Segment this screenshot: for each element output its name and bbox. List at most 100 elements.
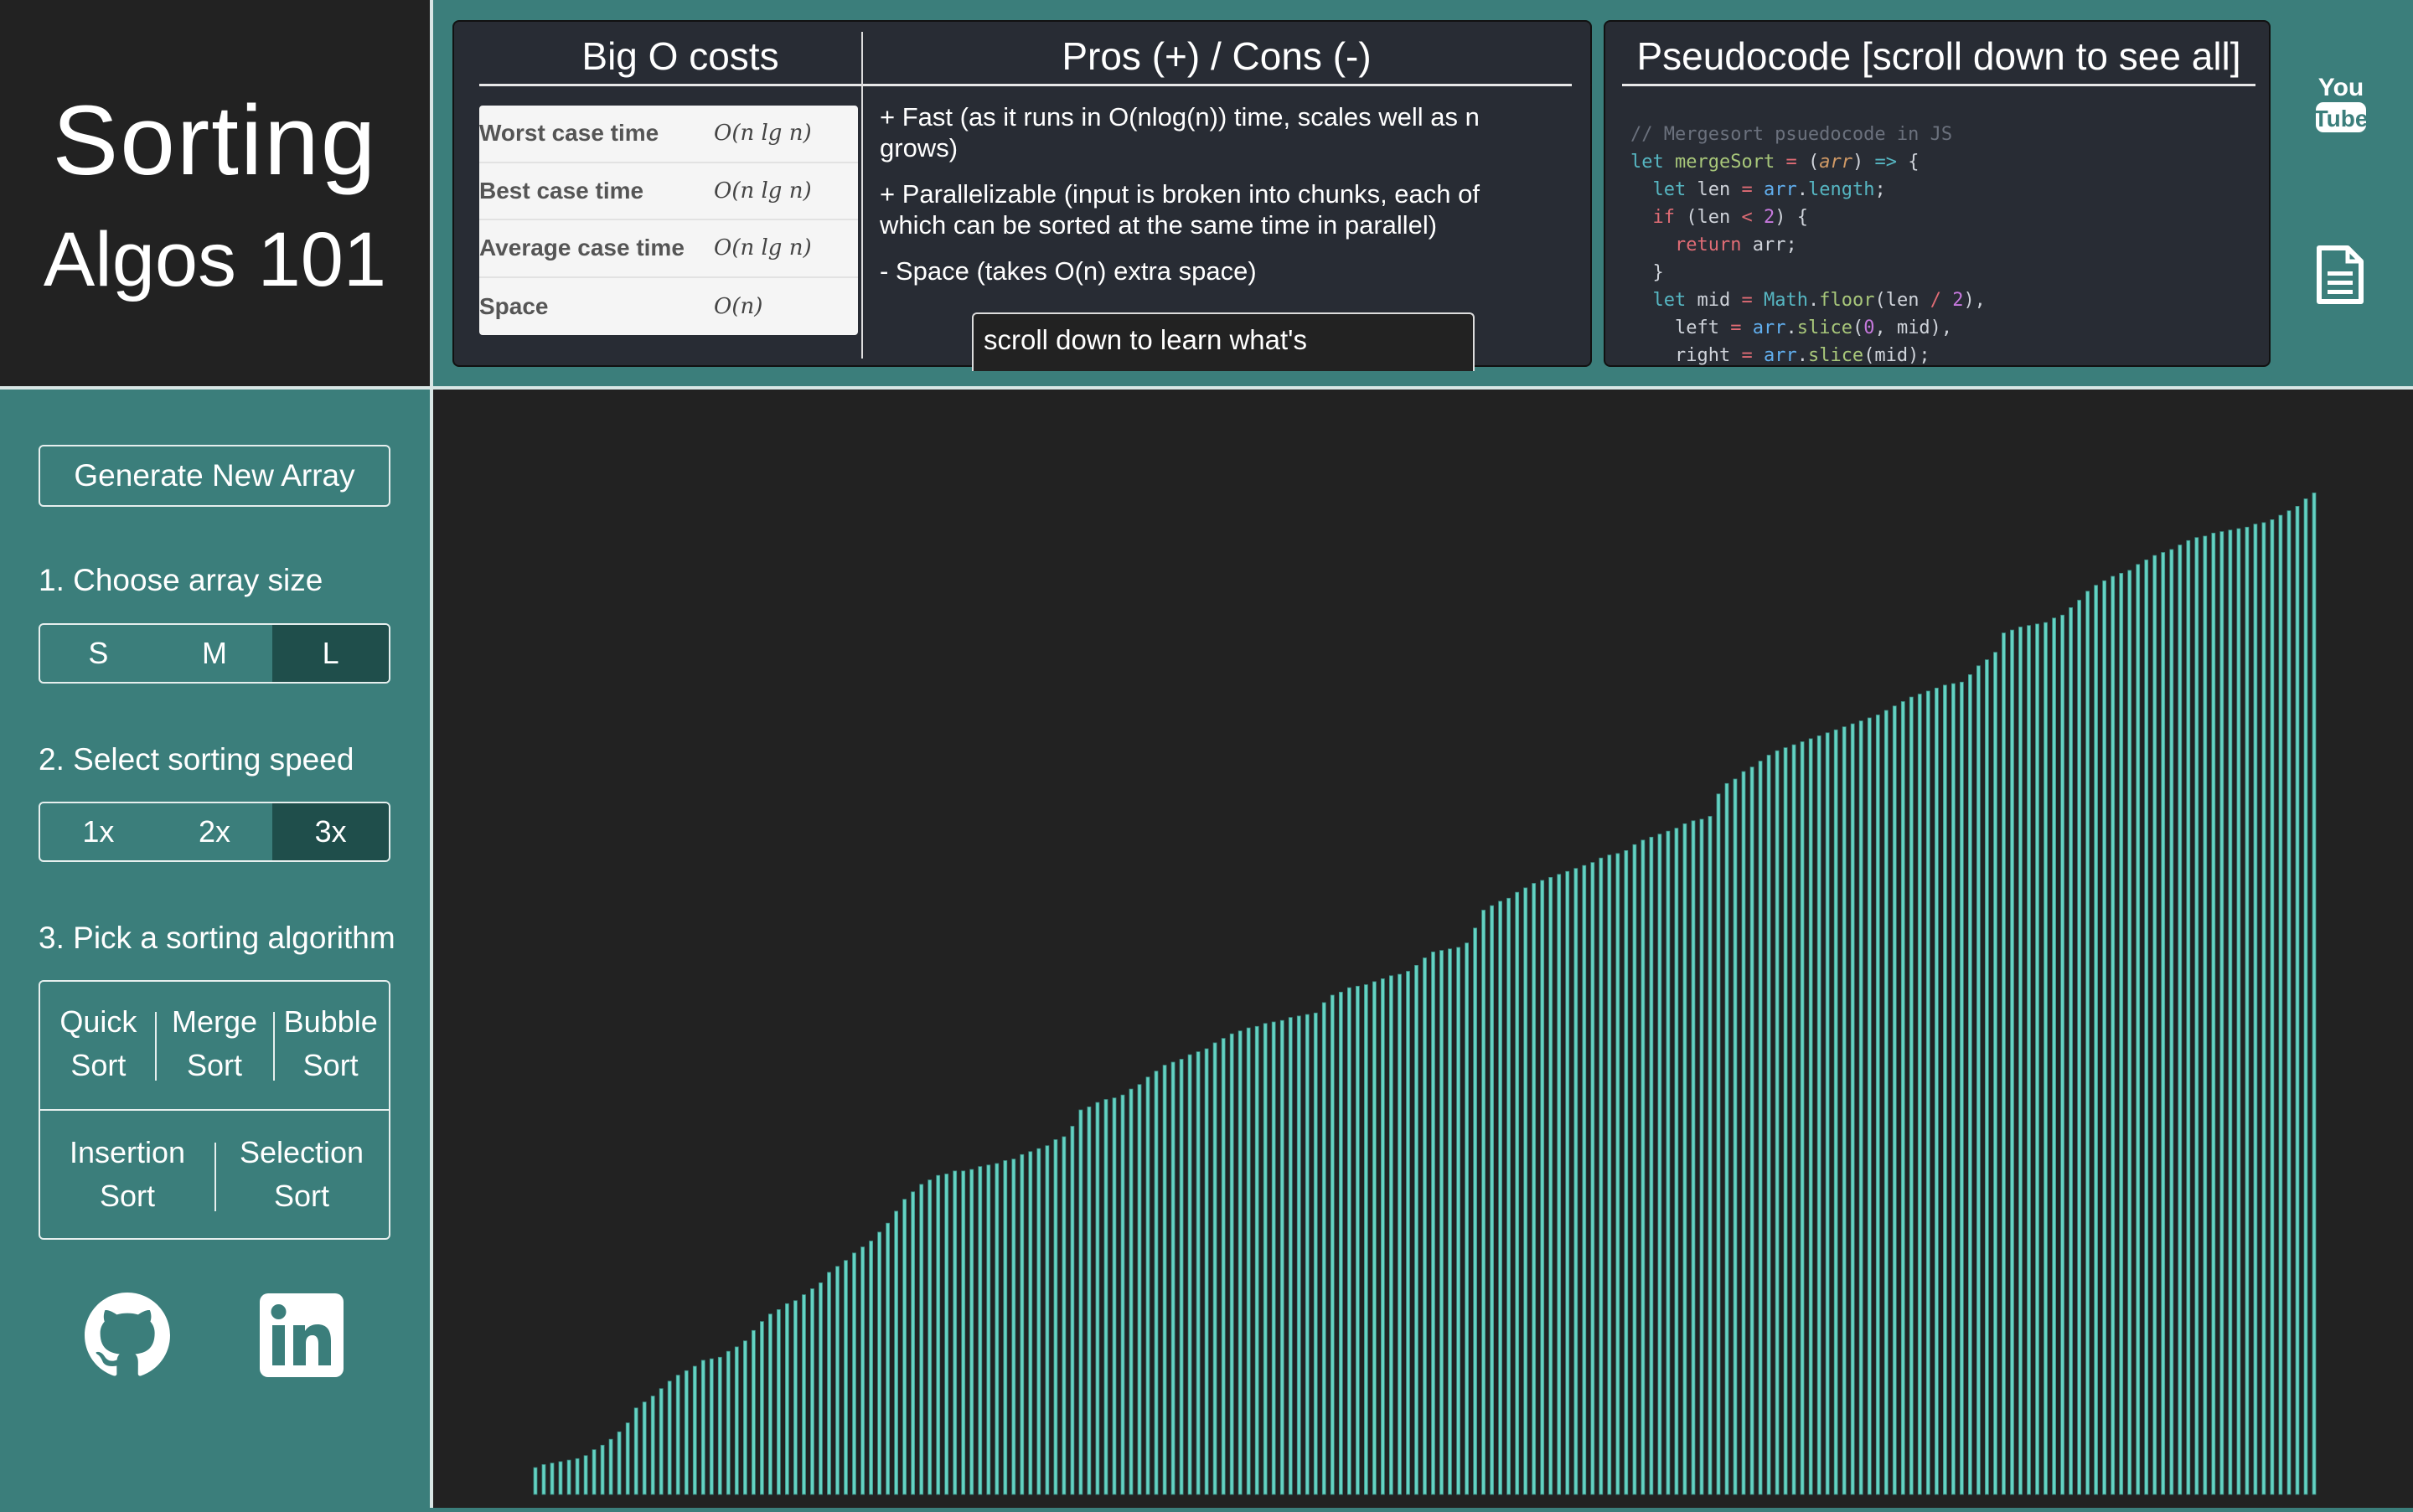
speed-selector: 1x 2x 3x <box>39 802 390 862</box>
array-bar <box>659 1388 664 1495</box>
array-bar <box>1523 887 1528 1495</box>
array-bar <box>2069 606 2073 1495</box>
array-bar <box>1423 957 1427 1495</box>
array-bar <box>2203 535 2208 1495</box>
array-bar <box>2303 498 2308 1495</box>
pseudocode-heading: Pseudocode [scroll down to see all] <box>1636 34 2241 78</box>
array-bar <box>1137 1084 1142 1495</box>
bigo-row: Worst case time O(n lg n) <box>479 106 858 163</box>
array-bar <box>1339 992 1343 1495</box>
array-bar <box>1892 705 1897 1495</box>
document-icon[interactable] <box>2316 245 2364 305</box>
scroll-note[interactable]: scroll down to learn what's <box>972 312 1475 371</box>
size-m-button[interactable]: M <box>202 636 227 670</box>
array-bar <box>1682 823 1687 1495</box>
array-bar <box>1582 864 1587 1495</box>
selection-sort-button[interactable]: Selection Sort <box>214 1131 389 1218</box>
array-bar <box>1288 1017 1293 1495</box>
size-s-button[interactable]: S <box>88 636 109 670</box>
bigo-label: Best case time <box>479 177 644 204</box>
size-l-button[interactable]: L <box>272 625 389 682</box>
array-bar <box>784 1303 789 1495</box>
array-bar <box>2270 519 2275 1495</box>
array-bar <box>1766 755 1771 1495</box>
bigo-row: Best case time O(n lg n) <box>479 163 858 220</box>
pros-cons-list: + Fast (as it runs in O(nlog(n)) time, s… <box>880 101 1550 302</box>
array-bar <box>995 1163 1000 1495</box>
array-bar <box>1590 862 1595 1495</box>
speed-2x-button[interactable]: 2x <box>198 814 231 849</box>
array-bar <box>1465 942 1469 1495</box>
array-bar <box>852 1252 856 1495</box>
array-bar <box>2169 549 2174 1495</box>
array-bar <box>1917 694 1922 1495</box>
array-bar <box>1515 891 1520 1495</box>
speed-3x-button[interactable]: 3x <box>272 803 389 860</box>
array-bar <box>1993 652 1997 1495</box>
array-bar <box>1800 741 1805 1495</box>
bubble-sort-button[interactable]: Bubble Sort <box>272 1000 389 1087</box>
array-bar <box>1791 744 1796 1495</box>
array-bar <box>2127 570 2132 1495</box>
array-bar <box>978 1166 983 1495</box>
array-bar <box>1708 816 1713 1495</box>
array-bar <box>1624 850 1629 1495</box>
array-bar <box>726 1350 731 1495</box>
array-bar <box>1607 854 1612 1495</box>
youtube-icon[interactable]: You Tube <box>2314 70 2368 134</box>
insertion-sort-button[interactable]: Insertion Sort <box>40 1131 214 1218</box>
array-bar <box>684 1370 689 1495</box>
array-bar <box>1045 1145 1050 1495</box>
array-bar <box>1321 1002 1326 1495</box>
array-bar <box>1095 1102 1100 1495</box>
array-bar <box>1900 701 1905 1495</box>
array-bar <box>1120 1094 1125 1495</box>
pseudocode-panel[interactable]: Pseudocode [scroll down to see all] // M… <box>1604 20 2271 367</box>
array-bar <box>1883 710 1889 1495</box>
array-bar <box>1414 965 1418 1495</box>
array-bar <box>2161 552 2166 1495</box>
array-bar <box>575 1458 580 1495</box>
array-bar <box>1330 994 1335 1495</box>
array-bar <box>1775 750 1780 1495</box>
con-item: - Space (takes O(n) extra space) <box>880 256 1257 286</box>
speed-1x-button[interactable]: 1x <box>82 814 115 849</box>
array-bar <box>1078 1109 1083 1495</box>
array-bar <box>1968 673 1972 1495</box>
array-bar <box>1557 874 1562 1495</box>
algo-label: Sort <box>70 1048 127 1082</box>
array-bar <box>819 1282 823 1495</box>
bigo-row: Space O(n) <box>479 278 858 336</box>
pros-cons-heading: Pros (+) / Cons (-) <box>1062 34 1372 78</box>
bigo-value: O(n lg n) <box>714 121 812 147</box>
array-bar <box>1935 687 1939 1495</box>
bigo-label: Space <box>479 292 549 319</box>
linkedin-icon[interactable] <box>260 1293 344 1377</box>
array-bar <box>1674 828 1679 1495</box>
github-icon[interactable] <box>85 1293 170 1378</box>
array-bar <box>776 1309 781 1495</box>
array-bar <box>1599 857 1604 1495</box>
array-bar <box>709 1358 714 1495</box>
generate-new-array-button[interactable]: Generate New Array <box>39 445 390 507</box>
array-bar <box>2002 632 2006 1495</box>
array-bar <box>541 1464 546 1495</box>
title-line-2: Algos 101 <box>43 217 387 302</box>
array-bar <box>877 1231 881 1495</box>
array-bar <box>1666 830 1671 1495</box>
array-bar <box>1875 715 1880 1495</box>
array-size-selector: S M L <box>39 623 390 684</box>
array-bar <box>835 1266 840 1495</box>
merge-sort-button[interactable]: Merge Sort <box>157 1000 273 1087</box>
array-bar <box>2044 622 2048 1495</box>
algo-label: Sort <box>99 1179 156 1213</box>
array-bar <box>2119 572 2124 1495</box>
array-bar <box>1145 1076 1150 1495</box>
divider <box>155 1012 157 1081</box>
array-bar <box>2236 528 2241 1495</box>
algorithm-selector: Quick Sort Merge Sort Bubble Sort Insertion… <box>39 980 390 1240</box>
quick-sort-button[interactable]: Quick Sort <box>40 1000 157 1087</box>
array-bar <box>533 1467 538 1495</box>
array-bar <box>1548 877 1553 1495</box>
bigo-value: O(n lg n) <box>714 235 812 261</box>
